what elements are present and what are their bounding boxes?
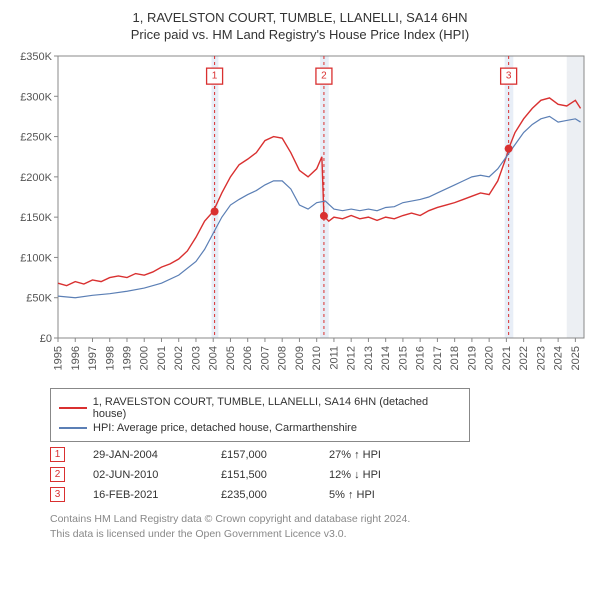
svg-text:£150K: £150K	[20, 212, 52, 224]
svg-text:1995: 1995	[53, 346, 65, 370]
svg-text:£100K: £100K	[20, 252, 52, 264]
sale-date: 16-FEB-2021	[93, 489, 193, 501]
sale-row: 3 16-FEB-2021 £235,000 5% ↑ HPI	[50, 487, 590, 502]
sale-row: 2 02-JUN-2010 £151,500 12% ↓ HPI	[50, 467, 590, 482]
svg-text:2025: 2025	[570, 346, 582, 370]
svg-text:2006: 2006	[242, 346, 254, 370]
svg-text:2021: 2021	[501, 346, 513, 370]
svg-text:2004: 2004	[208, 346, 220, 370]
svg-text:2001: 2001	[156, 346, 168, 370]
svg-text:£250K: £250K	[20, 132, 52, 144]
footer-line1: Contains HM Land Registry data © Crown c…	[50, 512, 590, 527]
svg-text:2011: 2011	[328, 346, 340, 370]
sale-date: 02-JUN-2010	[93, 469, 193, 481]
svg-text:2: 2	[321, 71, 327, 82]
svg-text:3: 3	[506, 71, 512, 82]
legend-row: HPI: Average price, detached house, Carm…	[59, 422, 461, 434]
sale-price: £151,500	[221, 469, 301, 481]
title-block: 1, RAVELSTON COURT, TUMBLE, LLANELLI, SA…	[10, 10, 590, 42]
legend-swatch	[59, 407, 87, 409]
title-line1: 1, RAVELSTON COURT, TUMBLE, LLANELLI, SA…	[10, 10, 590, 25]
title-line2: Price paid vs. HM Land Registry's House …	[10, 27, 590, 42]
svg-text:2002: 2002	[173, 346, 185, 370]
svg-text:2009: 2009	[294, 346, 306, 370]
svg-text:1998: 1998	[104, 346, 116, 370]
sale-marker: 3	[50, 487, 65, 502]
sale-date: 29-JAN-2004	[93, 449, 193, 461]
chart-svg: £0 £50K £100K £150K £200K £250K £300K £350K 1995…	[10, 50, 590, 380]
svg-text:2012: 2012	[346, 346, 358, 370]
footer: Contains HM Land Registry data © Crown c…	[50, 512, 590, 541]
sale-diff: 12% ↓ HPI	[329, 469, 429, 481]
svg-text:£50K: £50K	[26, 293, 52, 305]
legend: 1, RAVELSTON COURT, TUMBLE, LLANELLI, SA…	[50, 388, 470, 442]
sale-price: £235,000	[221, 489, 301, 501]
svg-text:2007: 2007	[259, 346, 271, 370]
sale-marker: 2	[50, 467, 65, 482]
sale-row: 1 29-JAN-2004 £157,000 27% ↑ HPI	[50, 447, 590, 462]
svg-text:2016: 2016	[415, 346, 427, 370]
svg-text:£300K: £300K	[20, 91, 52, 103]
svg-text:2017: 2017	[432, 346, 444, 370]
legend-row: 1, RAVELSTON COURT, TUMBLE, LLANELLI, SA…	[59, 396, 461, 420]
svg-text:1996: 1996	[70, 346, 82, 370]
svg-text:2005: 2005	[225, 346, 237, 370]
svg-text:2024: 2024	[553, 346, 565, 370]
legend-label: 1, RAVELSTON COURT, TUMBLE, LLANELLI, SA…	[93, 396, 461, 420]
svg-text:2020: 2020	[484, 346, 496, 370]
svg-text:1: 1	[212, 71, 218, 82]
svg-text:2003: 2003	[190, 346, 202, 370]
svg-text:2000: 2000	[139, 346, 151, 370]
svg-text:2014: 2014	[380, 346, 392, 370]
svg-text:2019: 2019	[466, 346, 478, 370]
svg-text:£200K: £200K	[20, 172, 52, 184]
svg-text:2018: 2018	[449, 346, 461, 370]
footer-line2: This data is licensed under the Open Gov…	[50, 527, 590, 542]
sale-diff: 5% ↑ HPI	[329, 489, 429, 501]
chart: £0 £50K £100K £150K £200K £250K £300K £350K 1995…	[10, 50, 590, 380]
svg-text:2015: 2015	[397, 346, 409, 370]
svg-text:2013: 2013	[363, 346, 375, 370]
sales-table: 1 29-JAN-2004 £157,000 27% ↑ HPI 2 02-JUN-201…	[50, 447, 590, 502]
svg-text:2022: 2022	[518, 346, 530, 370]
sale-price: £157,000	[221, 449, 301, 461]
svg-text:£350K: £350K	[20, 51, 52, 63]
svg-text:2008: 2008	[277, 346, 289, 370]
svg-text:1997: 1997	[87, 346, 99, 370]
sale-marker: 1	[50, 447, 65, 462]
svg-text:£0: £0	[40, 333, 52, 345]
svg-text:2010: 2010	[311, 346, 323, 370]
legend-label: HPI: Average price, detached house, Carm…	[93, 422, 357, 434]
svg-text:2023: 2023	[535, 346, 547, 370]
legend-swatch	[59, 427, 87, 429]
sale-diff: 27% ↑ HPI	[329, 449, 429, 461]
svg-text:1999: 1999	[122, 346, 134, 370]
